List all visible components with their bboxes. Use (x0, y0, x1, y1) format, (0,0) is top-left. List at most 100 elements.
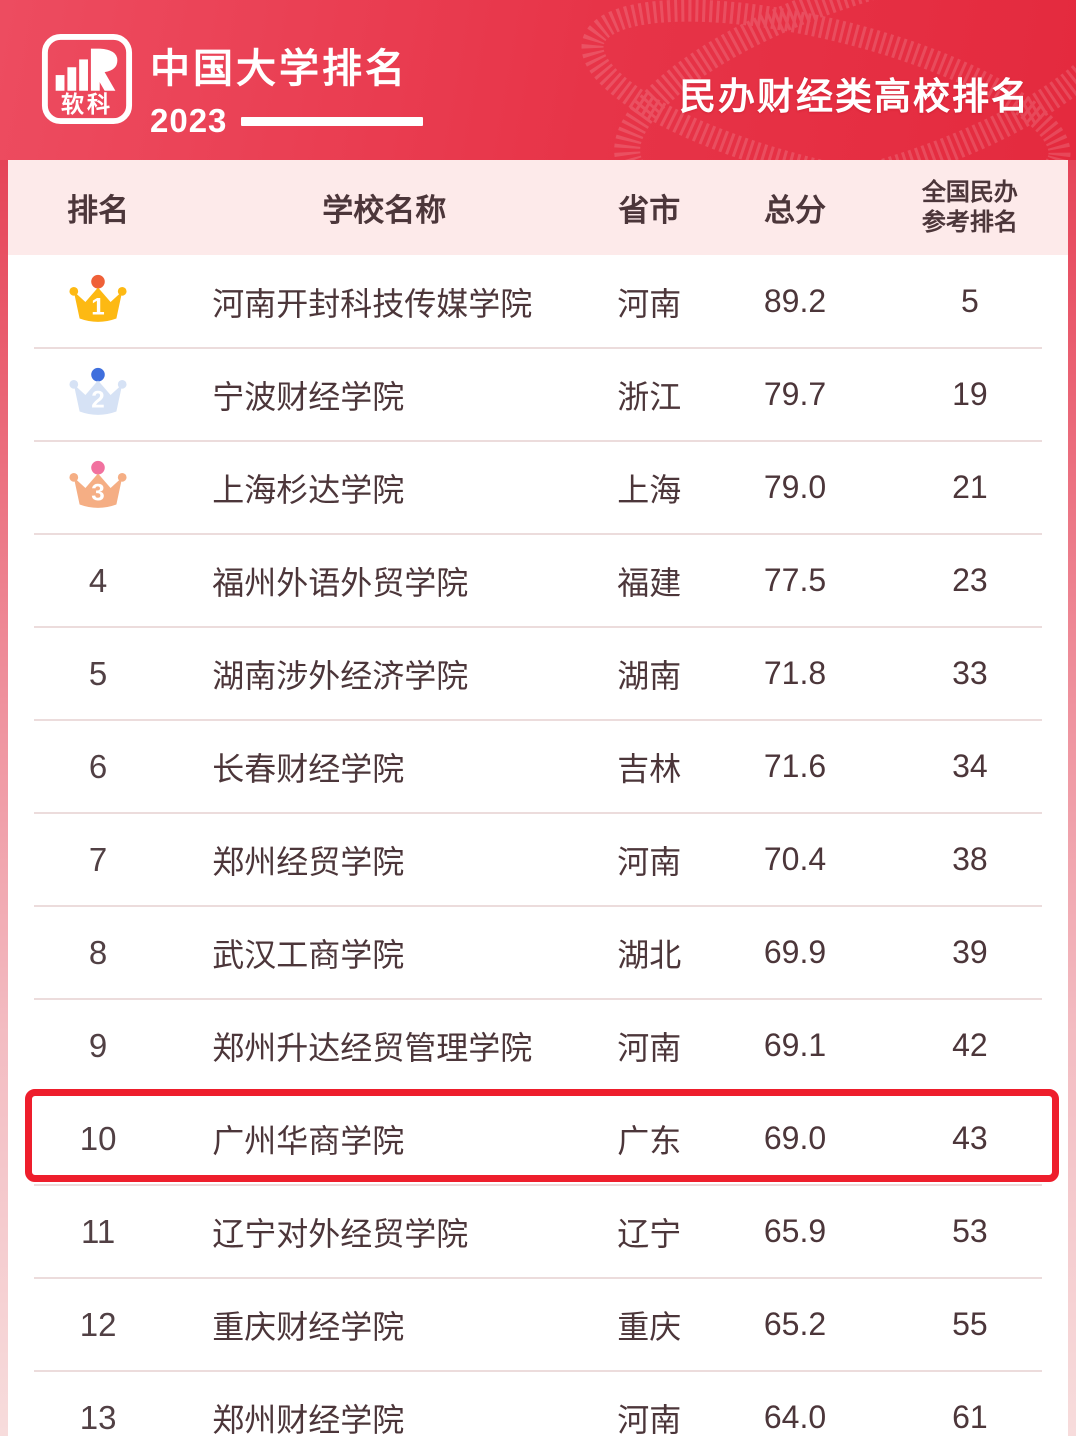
banner: 软科 中国大学排名 2023 民办财经类高校排名 (0, 0, 1076, 160)
total-score: 77.5 (763, 562, 827, 598)
svg-text:1: 1 (91, 293, 104, 320)
national-private-rank: 34 (952, 748, 988, 784)
total-score: 69.0 (763, 1120, 827, 1156)
rank-number: 13 (79, 1398, 117, 1436)
province: 河南 (617, 1029, 682, 1066)
table-row: 8 武汉工商学院 湖北 69.9 39 (8, 905, 1068, 999)
svg-text:3: 3 (91, 479, 104, 506)
total-score: 89.2 (763, 283, 827, 319)
province: 吉林 (617, 750, 682, 787)
shangke-logo: 软科 (40, 32, 134, 126)
national-private-rank: 23 (952, 562, 988, 598)
rank-number: 9 (88, 1026, 108, 1064)
ranking-table: 排名 学校名称 省市 总分 全国民办 参考排名 1 河南开封科技传媒学院 河南 … (8, 160, 1068, 1436)
table-row-highlighted: 10 广州华商学院 广东 69.0 43 (8, 1089, 1068, 1185)
table-row: 7 郑州经贸学院 河南 70.4 38 (8, 812, 1068, 906)
table-header: 排名 学校名称 省市 总分 全国民办 参考排名 (8, 160, 1068, 255)
col-header-province: 省市 (618, 193, 681, 228)
total-score: 71.8 (763, 655, 827, 691)
table-row: 2 宁波财经学院 浙江 79.7 19 (8, 347, 1068, 441)
national-private-rank: 42 (952, 1027, 988, 1063)
province: 浙江 (617, 378, 682, 415)
brand-name: 软科 (61, 91, 113, 117)
rank-cell: 1 (8, 272, 188, 332)
school-name: 广州华商学院 (212, 1122, 405, 1159)
total-score: 70.4 (763, 841, 827, 877)
crown-rank-2-icon: 2 (69, 367, 127, 415)
school-name: 长春财经学院 (212, 750, 405, 787)
crown-rank-1-icon: 1 (69, 274, 127, 322)
province: 上海 (617, 471, 682, 508)
ranking-subtitle: 民办财经类高校排名 (679, 76, 1030, 117)
national-private-rank: 61 (952, 1399, 988, 1435)
total-score: 79.0 (763, 469, 827, 505)
rank-cell: 2 (8, 365, 188, 425)
table-row: 9 郑州升达经贸管理学院 河南 69.1 42 (8, 998, 1068, 1092)
total-score: 69.1 (763, 1027, 827, 1063)
rank-cell: 10 (8, 1120, 188, 1158)
col-header-score: 总分 (764, 193, 827, 228)
school-name: 宁波财经学院 (212, 378, 405, 415)
total-score: 69.9 (763, 934, 827, 970)
province: 辽宁 (617, 1215, 682, 1252)
col-header-national-rank: 全国民办 参考排名 (921, 178, 1018, 236)
rank-number: 12 (79, 1305, 117, 1343)
logo-bars-icon (41, 33, 133, 125)
school-name: 郑州经贸学院 (212, 843, 405, 880)
province: 福建 (617, 564, 682, 601)
school-name: 辽宁对外经贸学院 (212, 1215, 469, 1252)
national-private-rank: 43 (952, 1120, 988, 1156)
ranking-title: 中国大学排名 (150, 47, 408, 91)
national-private-rank: 5 (961, 283, 979, 319)
school-name: 上海杉达学院 (212, 471, 405, 508)
rank-cell: 7 (8, 841, 188, 879)
rank-number: 11 (80, 1212, 116, 1250)
table-row: 3 上海杉达学院 上海 79.0 21 (8, 440, 1068, 534)
national-private-rank: 33 (952, 655, 988, 691)
table-row: 4 福州外语外贸学院 福建 77.5 23 (8, 533, 1068, 627)
school-name: 重庆财经学院 (212, 1308, 405, 1345)
year-underline (241, 116, 424, 126)
province: 湖北 (617, 936, 682, 973)
ranking-year-row: 2023 (150, 102, 424, 140)
rank-number: 6 (88, 747, 108, 785)
rank-cell: 6 (8, 748, 188, 786)
table-row: 5 湖南涉外经济学院 湖南 71.8 33 (8, 626, 1068, 720)
table-row: 6 长春财经学院 吉林 71.6 34 (8, 719, 1068, 813)
table-row: 12 重庆财经学院 重庆 65.2 55 (8, 1277, 1068, 1371)
total-score: 64.0 (763, 1399, 827, 1435)
rank-number: 5 (88, 654, 108, 692)
school-name: 湖南涉外经济学院 (212, 657, 469, 694)
table-row: 11 辽宁对外经贸学院 辽宁 65.9 53 (8, 1184, 1068, 1278)
rank-cell: 9 (8, 1027, 188, 1065)
province: 河南 (617, 843, 682, 880)
table-row: 1 河南开封科技传媒学院 河南 89.2 5 (8, 255, 1068, 348)
province: 河南 (617, 285, 682, 322)
national-private-rank: 39 (952, 934, 988, 970)
rank-number: 4 (88, 561, 108, 599)
province: 重庆 (617, 1308, 682, 1345)
crown-rank-3-icon: 3 (69, 460, 127, 508)
rank-cell: 13 (8, 1399, 188, 1436)
total-score: 65.2 (763, 1306, 827, 1342)
rank-cell: 11 (8, 1213, 188, 1251)
table-body: 1 河南开封科技传媒学院 河南 89.2 5 2 宁波财经学院 浙江 79.7 … (8, 255, 1068, 1436)
rank-cell: 4 (8, 562, 188, 600)
col-header-rank: 排名 (67, 193, 130, 228)
col-header-school: 学校名称 (322, 193, 447, 228)
province: 广东 (617, 1122, 682, 1159)
school-name: 郑州财经学院 (212, 1401, 405, 1436)
table-row: 13 郑州财经学院 河南 64.0 61 (8, 1370, 1068, 1436)
total-score: 79.7 (763, 376, 827, 412)
national-private-rank: 21 (952, 469, 988, 505)
title-block: 中国大学排名 2023 (150, 36, 424, 140)
school-name: 河南开封科技传媒学院 (212, 285, 533, 322)
rank-cell: 3 (8, 458, 188, 518)
national-private-rank: 55 (952, 1306, 988, 1342)
ranking-year: 2023 (150, 102, 228, 139)
rank-number: 8 (88, 933, 108, 971)
school-name: 福州外语外贸学院 (212, 564, 469, 601)
rank-number: 7 (88, 840, 108, 878)
rank-cell: 12 (8, 1306, 188, 1344)
